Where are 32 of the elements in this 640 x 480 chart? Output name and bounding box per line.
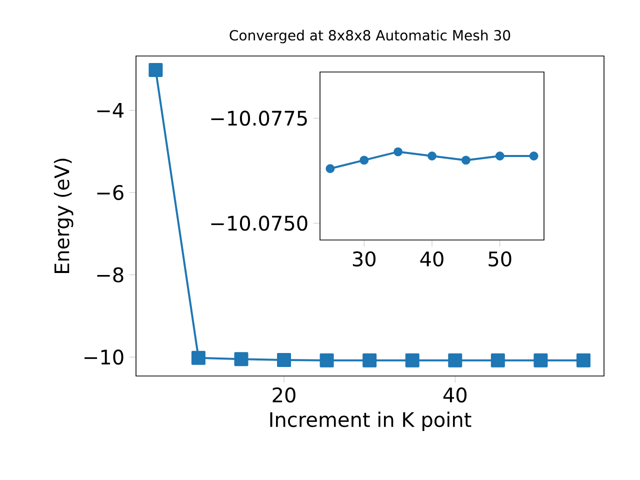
point <box>360 156 369 165</box>
y-tick-label: −10.0775 <box>211 110 307 126</box>
x-tick-label: 40 <box>420 251 444 267</box>
x-tick-label: 40 <box>443 387 467 403</box>
y-tick-label: −8 <box>97 267 124 282</box>
x-tick-label: 30 <box>352 251 376 267</box>
y-tick-label: −4 <box>97 103 124 118</box>
point <box>394 147 403 156</box>
point <box>405 353 420 368</box>
point <box>362 353 377 368</box>
point <box>490 353 505 368</box>
x-tick-label: 20 <box>272 387 296 403</box>
point <box>277 352 292 367</box>
y-tick-label: −10 <box>84 350 124 365</box>
point <box>148 62 163 77</box>
x-tick-label: 50 <box>488 251 512 267</box>
point <box>326 164 335 174</box>
y-tick-label: −6 <box>97 184 124 200</box>
y-tick-label: −10.0750 <box>211 216 308 231</box>
point <box>534 353 548 368</box>
point <box>191 350 206 365</box>
point <box>234 352 248 366</box>
point <box>576 353 590 368</box>
point <box>461 156 470 165</box>
chart-title: Converged at 8x8x8 Automatic Mesh 30 <box>230 30 510 44</box>
x-axis-title: Increment in K point <box>270 412 472 432</box>
point <box>529 152 538 160</box>
y-axis-title: Energy (eV) <box>54 158 74 274</box>
point <box>495 152 504 160</box>
point <box>448 353 462 368</box>
point <box>320 353 334 368</box>
point <box>428 152 436 160</box>
